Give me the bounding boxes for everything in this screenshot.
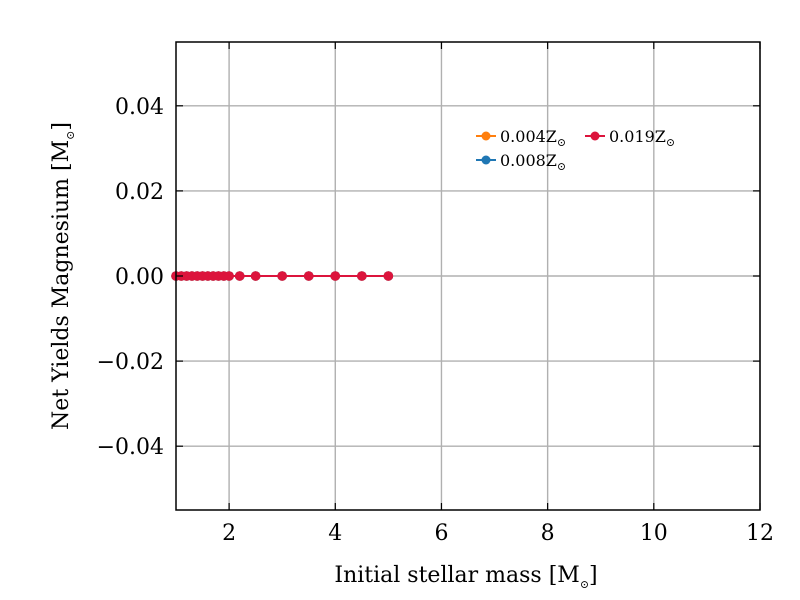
x-tick-label: 2 [222,521,236,546]
legend: 0.004Z⊙ 0.008Z⊙ 0.019Z⊙ [476,127,675,173]
legend-label-0.008: 0.008Z⊙ [500,151,566,173]
legend-label-0.019: 0.019Z⊙ [609,127,675,149]
x-tick-label: 8 [541,521,555,546]
data-point [234,271,245,281]
x-tick-label: 4 [328,521,342,546]
x-tick-label: 10 [640,521,668,546]
plot-series [171,271,394,281]
x-axis-label: Initial stellar mass [M⊙] [334,563,597,591]
y-tick-label: 0.02 [115,180,164,205]
x-tick-label: 6 [434,521,448,546]
y-tick-label: −0.02 [97,350,164,375]
legend-marker-0.004 [481,131,491,141]
data-point [357,271,367,281]
data-point [383,271,394,281]
data-point [277,271,287,281]
legend-entry-0.008: 0.008Z⊙ [476,151,566,173]
data-point [303,271,314,281]
legend-marker-0.019 [590,131,600,141]
data-point [330,271,341,281]
legend-entry-0.004: 0.004Z⊙ [476,127,566,149]
y-tick-label: 0.00 [115,265,164,290]
y-tick-label: 0.04 [115,95,164,120]
data-point [224,271,234,281]
legend-marker-0.008 [481,155,491,165]
axis-ticks: 2 4 6 8 10 12 −0.04 −0.02 0.00 0.02 0.04 [97,42,774,546]
y-tick-label: −0.04 [97,435,164,460]
legend-entry-0.019: 0.019Z⊙ [585,127,675,149]
legend-label-0.004: 0.004Z⊙ [500,127,566,149]
x-tick-label: 12 [746,521,774,546]
series-0.019Z [171,271,394,281]
y-axis-label: Net Yields Magnesium [M⊙] [49,122,77,430]
data-point [250,271,261,281]
